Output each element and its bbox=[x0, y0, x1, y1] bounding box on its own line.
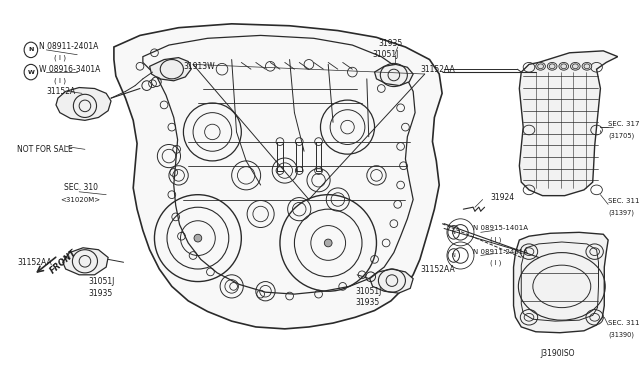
Text: 31935: 31935 bbox=[89, 289, 113, 298]
Text: ( I ): ( I ) bbox=[490, 237, 502, 243]
Text: SEC. 317: SEC. 317 bbox=[608, 121, 639, 127]
Polygon shape bbox=[513, 232, 608, 333]
Text: 31152A: 31152A bbox=[46, 87, 76, 96]
Text: (31390): (31390) bbox=[608, 331, 634, 338]
Polygon shape bbox=[63, 248, 108, 275]
Polygon shape bbox=[114, 24, 442, 329]
Text: W 08916-3401A: W 08916-3401A bbox=[38, 65, 100, 74]
Text: 31152AA: 31152AA bbox=[420, 264, 454, 273]
Text: 31152AA: 31152AA bbox=[420, 65, 454, 74]
Text: N 08915-1401A: N 08915-1401A bbox=[473, 225, 528, 231]
Text: 31152AA: 31152AA bbox=[17, 258, 52, 267]
Text: 31051J: 31051J bbox=[355, 287, 381, 296]
Text: N 08911-2401A: N 08911-2401A bbox=[473, 248, 528, 255]
Text: ( I ): ( I ) bbox=[490, 260, 502, 266]
Text: 31051J: 31051J bbox=[372, 50, 399, 59]
Text: N: N bbox=[452, 230, 456, 235]
Text: ( I ): ( I ) bbox=[54, 77, 66, 84]
Polygon shape bbox=[150, 58, 191, 81]
Text: NOT FOR SALE: NOT FOR SALE bbox=[17, 145, 73, 154]
Text: N 08911-2401A: N 08911-2401A bbox=[38, 42, 98, 51]
Ellipse shape bbox=[194, 234, 202, 242]
Ellipse shape bbox=[536, 62, 545, 70]
Text: (31705): (31705) bbox=[608, 132, 634, 139]
Bar bbox=[296, 142, 302, 170]
Polygon shape bbox=[519, 51, 618, 196]
Text: SEC. 311: SEC. 311 bbox=[608, 198, 639, 205]
Text: N: N bbox=[452, 253, 456, 258]
Text: SEC. 311: SEC. 311 bbox=[608, 320, 639, 326]
Ellipse shape bbox=[582, 62, 592, 70]
Text: 31935: 31935 bbox=[378, 39, 403, 48]
Text: 31924: 31924 bbox=[490, 193, 515, 202]
Bar bbox=[277, 142, 283, 170]
Ellipse shape bbox=[547, 62, 557, 70]
Ellipse shape bbox=[570, 62, 580, 70]
Text: (31397): (31397) bbox=[608, 210, 634, 216]
Text: W: W bbox=[28, 70, 35, 75]
Bar bbox=[316, 142, 321, 170]
Text: N: N bbox=[28, 47, 33, 52]
Ellipse shape bbox=[324, 239, 332, 247]
Text: 31935: 31935 bbox=[355, 298, 380, 307]
Text: J3190ISO: J3190ISO bbox=[541, 349, 575, 359]
Text: <31020M>: <31020M> bbox=[60, 196, 100, 202]
Text: ( I ): ( I ) bbox=[54, 54, 66, 61]
Text: 31913W: 31913W bbox=[184, 62, 215, 71]
Polygon shape bbox=[370, 269, 413, 293]
Polygon shape bbox=[56, 87, 111, 121]
Text: FRONT: FRONT bbox=[48, 248, 79, 276]
Polygon shape bbox=[374, 64, 413, 86]
Text: 31051J: 31051J bbox=[89, 277, 115, 286]
Text: SEC. 310: SEC. 310 bbox=[64, 183, 98, 192]
Ellipse shape bbox=[559, 62, 568, 70]
